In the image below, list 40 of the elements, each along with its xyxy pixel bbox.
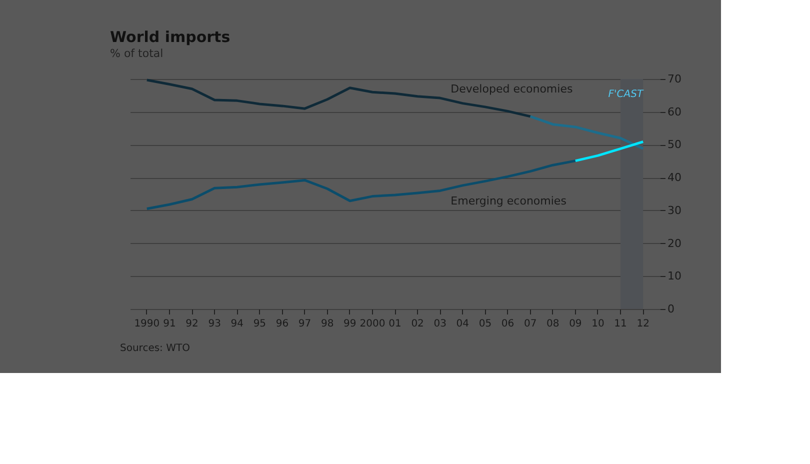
x-tick-label: 93 bbox=[208, 318, 221, 330]
x-tick-label: 12 bbox=[636, 318, 650, 330]
x-tick-label: 94 bbox=[230, 318, 244, 330]
chart-title: World imports bbox=[110, 28, 230, 46]
x-tick-label: 99 bbox=[344, 318, 356, 330]
y-tick-label: 60 bbox=[668, 105, 682, 118]
x-tick-label: 01 bbox=[388, 318, 402, 330]
x-tick-label: 97 bbox=[298, 318, 312, 330]
y-tick-label: 0 bbox=[668, 302, 674, 316]
x-tick-label: 05 bbox=[478, 318, 492, 330]
x-tick-label: 98 bbox=[320, 318, 334, 330]
y-tick-label: 10 bbox=[668, 270, 682, 283]
x-tick-label: 1990 bbox=[134, 318, 160, 330]
series-label: Developed economies bbox=[450, 82, 573, 96]
x-tick-label: 08 bbox=[546, 318, 560, 330]
series-label: Emerging economies bbox=[450, 194, 567, 208]
band-label: F'CAST bbox=[608, 89, 644, 100]
x-tick-label: 96 bbox=[276, 318, 289, 330]
x-tick-label: 91 bbox=[163, 318, 176, 330]
line-series bbox=[574, 140, 644, 162]
x-tick-label: 03 bbox=[434, 318, 446, 330]
y-tick-label: 20 bbox=[668, 236, 682, 250]
y-tick-label: 70 bbox=[668, 72, 682, 86]
x-tick-label: 2000 bbox=[360, 318, 386, 330]
x-tick-label: 06 bbox=[501, 318, 514, 330]
x-tick-label: 92 bbox=[186, 318, 198, 330]
x-tick-label: 10 bbox=[592, 318, 604, 330]
x-tick-label: 95 bbox=[253, 318, 266, 330]
y-tick-label: 40 bbox=[668, 171, 682, 184]
x-tick-label: 04 bbox=[456, 318, 470, 330]
x-tick-label: 11 bbox=[614, 318, 627, 330]
y-tick-label: 50 bbox=[668, 138, 682, 152]
x-tick-label: 07 bbox=[524, 318, 537, 330]
source-note: Sources: WTO bbox=[120, 343, 190, 354]
x-tick-label: 09 bbox=[569, 318, 582, 330]
y-tick-label: 30 bbox=[668, 204, 682, 217]
line-series bbox=[146, 160, 577, 210]
chart-subtitle: % of total bbox=[110, 47, 164, 60]
line-series bbox=[529, 115, 644, 150]
x-tick-label: 02 bbox=[411, 318, 424, 330]
